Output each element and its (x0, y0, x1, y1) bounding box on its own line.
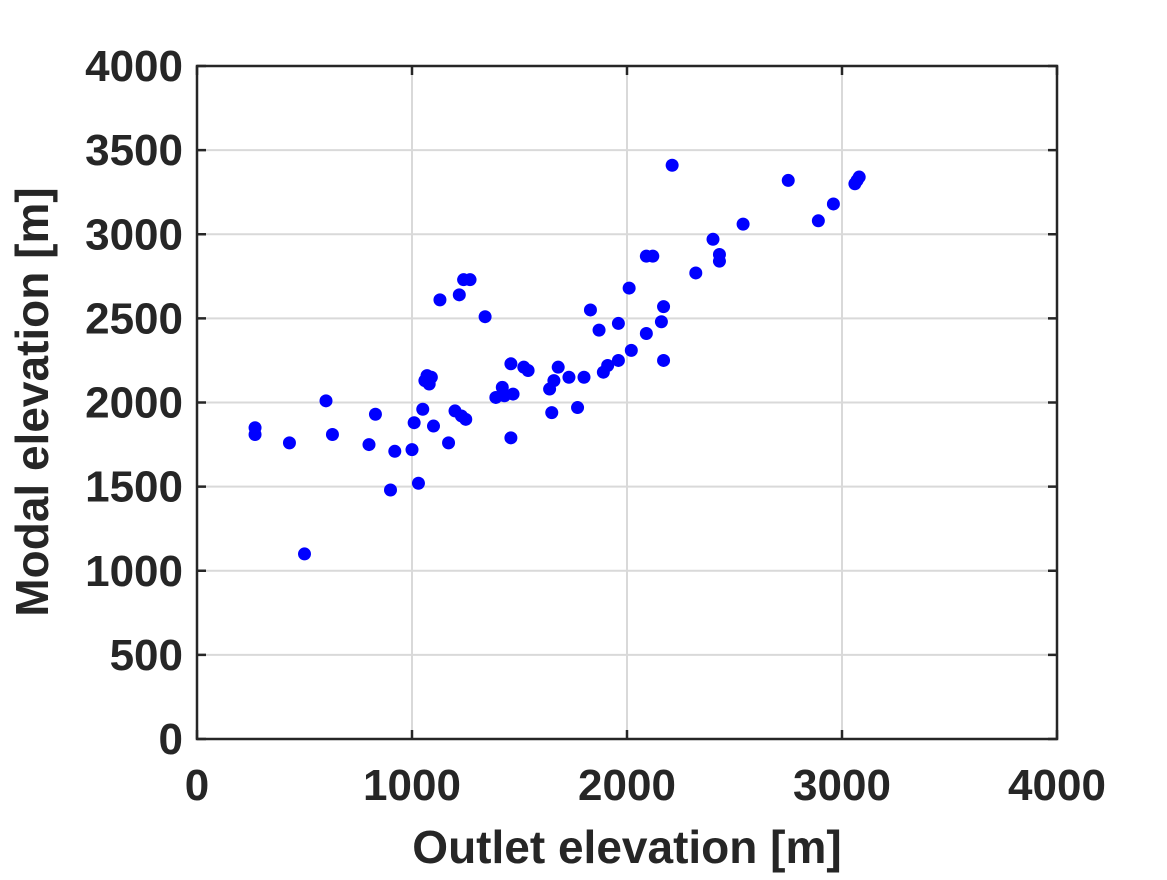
data-point (639, 327, 653, 341)
y-axis-title: Modal elevation [m] (6, 187, 58, 616)
y-tick-label: 1500 (85, 463, 183, 512)
data-point (852, 170, 866, 184)
data-point (388, 444, 402, 458)
data-point (706, 232, 720, 246)
x-axis-title: Outlet elevation [m] (412, 821, 841, 873)
data-point (433, 293, 447, 307)
data-point (442, 436, 456, 450)
data-point (562, 370, 576, 384)
data-point (736, 217, 750, 231)
data-point (427, 419, 440, 433)
data-point (611, 353, 625, 367)
data-point (826, 197, 840, 211)
y-tick-label: 0 (159, 715, 183, 764)
data-point (463, 273, 477, 287)
data-point (624, 343, 638, 357)
data-point (646, 249, 660, 263)
data-point (319, 394, 333, 408)
y-tick-label: 4000 (85, 42, 183, 91)
data-point (689, 266, 703, 280)
data-point (504, 431, 518, 445)
data-point (781, 173, 795, 187)
data-point (521, 364, 535, 378)
data-point (592, 323, 606, 337)
y-tick-label: 1000 (85, 547, 183, 596)
data-point (577, 370, 591, 384)
y-tick-label: 3500 (85, 126, 183, 175)
x-tick-label: 4000 (1008, 761, 1106, 810)
data-point (622, 281, 636, 295)
data-point (416, 402, 430, 416)
data-point (407, 416, 421, 430)
data-point (657, 353, 671, 367)
y-tick-label: 500 (110, 631, 183, 680)
data-point (368, 407, 382, 421)
data-point (362, 438, 376, 452)
data-point (248, 427, 262, 441)
data-point (571, 401, 585, 415)
data-point (325, 427, 339, 441)
data-point (712, 247, 726, 261)
x-tick-label: 3000 (793, 761, 891, 810)
data-point (611, 316, 625, 330)
data-point (551, 360, 565, 374)
data-point (282, 436, 296, 450)
data-point (665, 158, 679, 172)
data-point (547, 374, 561, 388)
data-point (654, 315, 668, 329)
data-point (405, 443, 419, 457)
y-tick-label: 2000 (85, 379, 183, 428)
data-point (583, 303, 597, 317)
data-points (248, 158, 866, 561)
data-point (424, 370, 438, 384)
data-point (601, 358, 615, 372)
x-tick-label: 2000 (578, 761, 676, 810)
data-point (298, 547, 311, 561)
x-tick-label: 1000 (363, 761, 461, 810)
data-point (811, 214, 825, 228)
data-point (478, 310, 492, 324)
x-tick-label: 0 (185, 761, 209, 810)
y-tick-label: 3000 (85, 210, 183, 259)
data-point (504, 357, 518, 371)
y-tick-label: 2500 (85, 294, 183, 343)
axis-ticks (195, 64, 1059, 741)
data-point (506, 387, 520, 401)
data-point (411, 476, 425, 490)
data-point (657, 300, 671, 314)
tick-labels: 0 1000 2000 3000 4000 0 500 1000 1500 2000 2500 300… (85, 42, 1106, 810)
data-point (545, 406, 559, 420)
data-point (452, 288, 466, 302)
data-point (459, 412, 473, 426)
data-point (384, 483, 397, 497)
